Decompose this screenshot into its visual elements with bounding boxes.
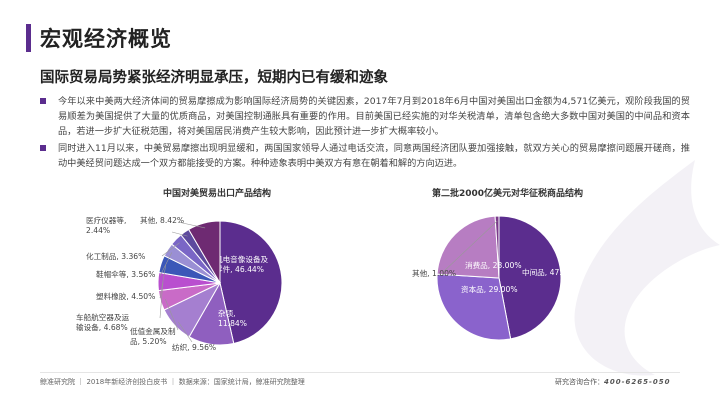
pie-slice [219,220,283,345]
pie-slice-label: 化工制品, 3.36% [86,251,145,261]
pie-slice-label: 消费品, 23.00% [465,260,522,270]
section-subtitle: 国际贸易局势紧张经济明显承压，短期内已有缓和迹象 [40,70,388,86]
pie-leader-line [159,252,173,277]
pie-slice-label: 鞋帽伞等, 3.56% [96,269,155,279]
chart-title-export-structure: 中国对美贸易出口产品结构 [163,189,272,199]
pie-slice-label: 机电音像设备及 [215,254,269,264]
pie-slice-label: 其他, 1.00% [412,268,456,278]
footer-phone: 400-6265-050 [604,378,671,386]
pie-leader-line [165,299,179,331]
footer-source: 鲸准研究院 ｜ 2018年新经济创投白皮书 ｜ 数据来源：国家统计局，鲸准研究院… [40,378,305,386]
bullet-text: 今年以来中美两大经济体间的贸易摩擦成为影响国际经济局势的关键因素，2017年7月… [58,96,690,137]
pie-leader-line [171,231,188,237]
bullet-square-icon [40,98,46,104]
bullet-text: 同时进入11月以来，中美贸易摩擦出现明显缓和，两国国家领导人通过电话交流，同意两… [58,143,690,169]
pie-slice-label: 11.84% [218,319,247,328]
pie-slice [436,215,500,279]
pie-slice-label: 杂项, [218,309,236,318]
pie-leader-line [178,321,193,343]
pie-slice-label: 其他, 8.42% [140,215,184,225]
page-title: 宏观经济概览 [40,27,172,51]
pie-leader-line [177,221,206,229]
pie-slice-label: 塑料橡胶, 4.50% [96,291,155,301]
pie-slice [498,215,562,340]
chart-title-tariff-structure: 第二批2000亿美元对华征税商品结构 [432,189,584,199]
pie-leader-line [441,220,498,274]
bullet-list: 今年以来中美两大经济体间的贸易摩擦成为影响国际经济局势的关键因素，2017年7月… [40,94,690,173]
pie-slice [436,273,512,341]
pie-slice-label: 资本品, 29.00% [461,284,518,294]
bullet-item: 同时进入11月以来，中美贸易摩擦出现明显缓和，两国国家领导人通过电话交流，同意两… [40,141,690,171]
pie-slice [188,220,221,285]
pie-slice-label: 医疗仪器等, [86,215,126,225]
whale-watermark-icon [574,160,720,376]
pie-slice-label: 车船航空器及运 [76,312,130,322]
pie-slice-label: 中间品, 47.00% [522,267,579,277]
pie-slice-label: 低值金属及制 [130,326,176,336]
footer-divider [40,372,680,373]
pie-slice-label: 2.44% [86,226,110,235]
pie-slice-label: 品, 5.20% [130,337,167,346]
title-accent-bar [26,24,31,52]
pie-leader-line [159,265,167,299]
pie-slice-label: 输设备, 4.68% [76,322,128,332]
pie-leader-line [159,281,164,319]
bullet-item: 今年以来中美两大经济体间的贸易摩擦成为影响国际经济局势的关键因素，2017年7月… [40,94,690,139]
pie-leader-line [161,242,180,257]
pie-slice [494,215,500,279]
pie-slice-label: 零件, 46.44% [215,264,264,274]
footer-contact: 研究咨询合作：400-6265-050 [555,377,671,387]
pie-slice-label: 纺织, 9.56% [172,342,216,352]
footer-contact-label: 研究咨询合作： [555,378,604,386]
bullet-square-icon [40,145,46,151]
